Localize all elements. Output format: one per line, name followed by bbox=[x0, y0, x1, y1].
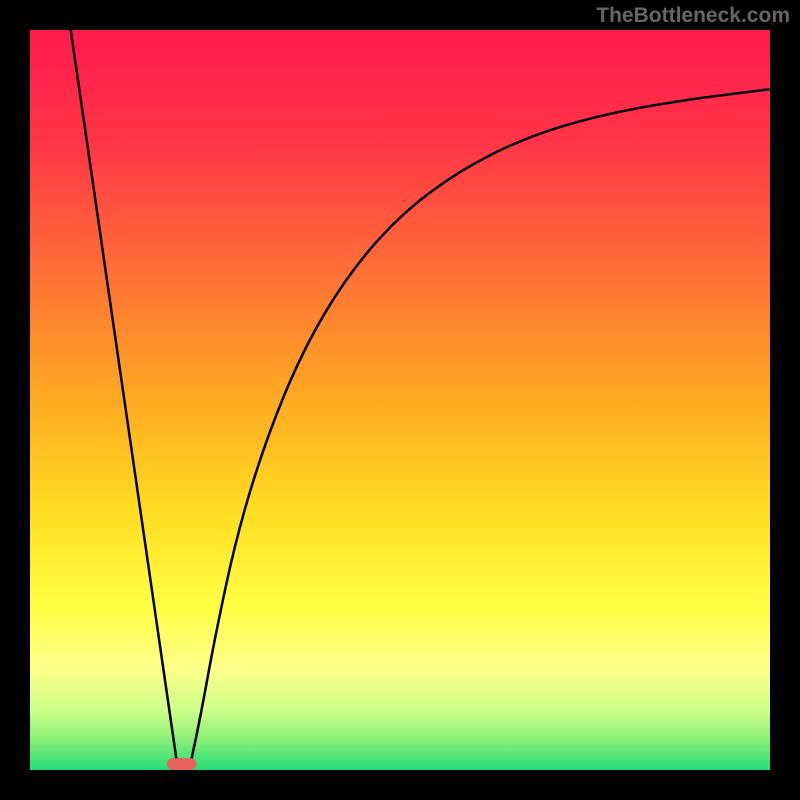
bottleneck-chart: TheBottleneck.com bbox=[0, 0, 800, 800]
valley-marker bbox=[167, 758, 197, 770]
plot-background bbox=[30, 30, 770, 770]
chart-svg bbox=[0, 0, 800, 800]
watermark-text: TheBottleneck.com bbox=[596, 4, 790, 28]
